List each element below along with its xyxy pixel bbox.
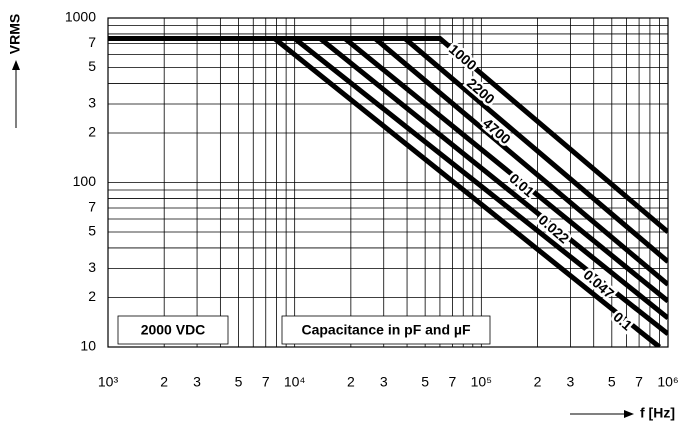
y-tick-label: 2 bbox=[88, 124, 96, 140]
y-tick-label: 7 bbox=[88, 34, 96, 50]
annotation: Capacitance in pF and µF bbox=[301, 322, 471, 338]
x-tick-label: 7 bbox=[449, 374, 457, 390]
x-tick-label: 3 bbox=[193, 374, 201, 390]
x-tick-label: 2 bbox=[160, 374, 168, 390]
plot-frame bbox=[107, 17, 669, 348]
x-tick-label: 2 bbox=[347, 374, 355, 390]
x-tick-label: 5 bbox=[608, 374, 616, 390]
y-tick-label: 5 bbox=[88, 223, 96, 239]
series-line bbox=[108, 36, 668, 304]
x-tick-label: 3 bbox=[380, 374, 388, 390]
y-tick-label: 1000 bbox=[65, 9, 96, 25]
x-axis-label: f [Hz] bbox=[640, 405, 675, 421]
x-tick-label: 5 bbox=[235, 374, 243, 390]
y-tick-label: 3 bbox=[88, 259, 96, 275]
y-tick-label: 10 bbox=[80, 338, 96, 354]
y-tick-label: 3 bbox=[88, 95, 96, 111]
x-tick-label: 10⁵ bbox=[471, 374, 492, 390]
x-tick-label: 10⁶ bbox=[657, 374, 678, 390]
series-line bbox=[108, 36, 662, 347]
grid bbox=[107, 17, 669, 348]
x-tick-label: 10⁴ bbox=[284, 374, 306, 390]
x-tick-label: 5 bbox=[421, 374, 429, 390]
y-tick-label: 7 bbox=[88, 199, 96, 215]
x-tick-label: 2 bbox=[534, 374, 542, 390]
y-tick-label: 100 bbox=[73, 173, 97, 189]
y-tick-label: 5 bbox=[88, 58, 96, 74]
series-lines bbox=[108, 36, 668, 347]
x-tick-label: 10³ bbox=[98, 374, 119, 390]
y-arrow bbox=[12, 60, 20, 128]
x-tick-label: 7 bbox=[635, 374, 643, 390]
x-arrow bbox=[570, 410, 634, 418]
y-axis-label: VRMS bbox=[7, 14, 23, 54]
x-tick-label: 7 bbox=[262, 374, 270, 390]
x-tick-label: 3 bbox=[566, 374, 574, 390]
annotation-box bbox=[117, 315, 229, 345]
y-tick-label: 2 bbox=[88, 288, 96, 304]
annotation-box bbox=[281, 315, 491, 345]
annotation: 2000 VDC bbox=[141, 322, 206, 338]
